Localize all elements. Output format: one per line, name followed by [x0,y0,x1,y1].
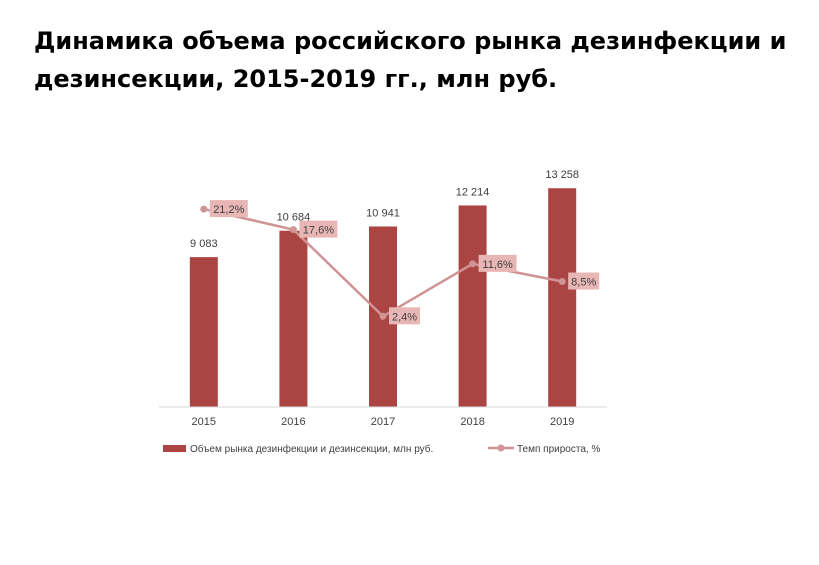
growth-label-bg-2019 [568,272,600,290]
legend: Объем рынка дезинфекции и дезинсекции, м… [163,443,600,455]
growth-point-2017 [379,312,387,320]
bar-2018 [458,205,487,407]
bar-series [189,188,577,407]
growth-label-2017: 2,4% [392,311,417,323]
line-series: 21,2% 17,6% 2,4% 11,6% 8,5% [200,200,600,325]
bar-2015 [189,257,218,407]
bar-label-2019: 13 258 [545,169,579,181]
legend-label-bar: Объем рынка дезинфекции и дезинсекции, м… [190,443,433,455]
x-tick-2017: 2017 [371,416,395,428]
growth-point-2019 [558,278,566,286]
x-tick-labels: 2015 2016 2017 2018 2019 [192,416,575,428]
x-tick-2019: 2019 [550,416,574,428]
legend-swatch-bar [163,445,186,452]
growth-label-2015: 21,2% [213,204,244,216]
bar-label-2018: 12 214 [456,186,490,198]
x-tick-2015: 2015 [192,416,216,428]
bar-2019 [548,188,577,407]
growth-label-bg-2017 [389,307,420,325]
growth-label-bg-2018 [478,254,517,272]
growth-label-bg-2015 [209,200,248,218]
legend-label-line: Темп прироста, % [517,444,600,455]
growth-label-2018: 11,6% [482,259,513,271]
bar-label-2015: 9 083 [190,238,218,250]
x-tick-2018: 2018 [460,416,484,428]
x-tick-2016: 2016 [281,416,305,428]
growth-label-2016: 17,6% [303,225,334,237]
growth-point-2015 [200,205,208,213]
chart-title: Динамика объема российского рынка дезинф… [34,27,787,93]
growth-point-2018 [469,260,477,268]
growth-label-2019: 8,5% [571,277,596,289]
bar-label-2017: 10 941 [366,207,400,219]
growth-label-bg-2016 [299,220,338,238]
growth-point-2016 [289,226,297,234]
legend-marker-line [497,444,505,452]
bar-2016 [279,230,308,407]
